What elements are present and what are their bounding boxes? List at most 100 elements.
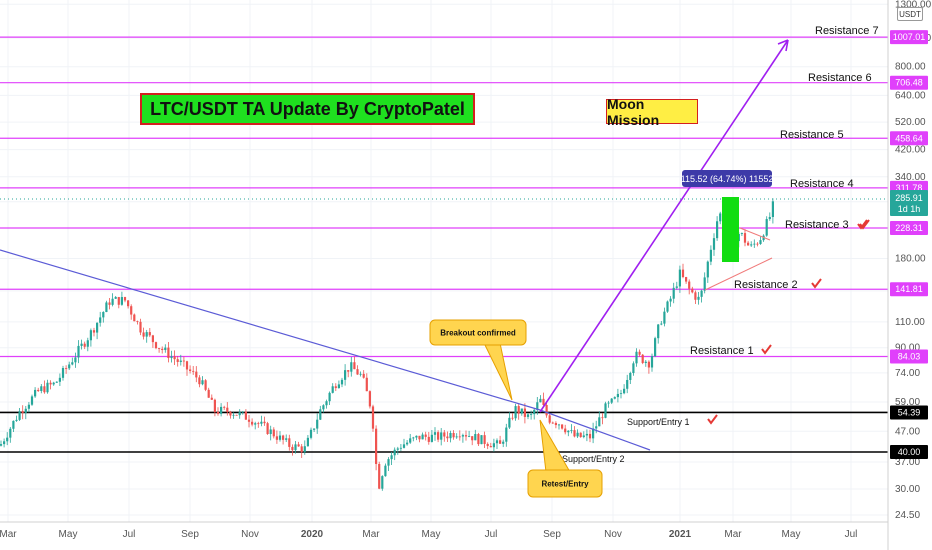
candle-body (43, 386, 46, 393)
candle-body (418, 435, 421, 440)
currency-badge[interactable]: USDT (897, 7, 923, 21)
measure-box (722, 197, 739, 262)
candle-body (551, 422, 554, 424)
price-level-badge (890, 282, 928, 297)
resistance-label: Resistance 2 (734, 279, 798, 291)
candle-body (92, 330, 96, 333)
checkmark-icon (857, 219, 868, 230)
price-levels (0, 36, 888, 453)
candle-body (542, 398, 545, 405)
candle-body (207, 389, 210, 398)
price-axis: 1300.001000.00800.00640.00520.00420.0034… (887, 0, 932, 550)
candle-body (164, 347, 167, 350)
candle-body (743, 233, 747, 243)
candle-body (220, 406, 223, 414)
candle-body (650, 356, 654, 368)
candle-body (427, 436, 430, 442)
candle-body (449, 432, 452, 439)
candle-body (111, 298, 114, 305)
candlestick-series (0, 198, 774, 491)
candle-body (117, 297, 120, 305)
candle-body (331, 386, 334, 393)
candle-body (660, 323, 663, 325)
x-tick-label: Mar (0, 529, 17, 540)
candle-body (523, 408, 526, 417)
candle-body (598, 417, 601, 427)
candle-body (545, 404, 548, 416)
candle-body (672, 287, 675, 299)
triangle-upper (739, 227, 771, 241)
candle-body (337, 384, 340, 389)
candle-body (0, 444, 3, 446)
candle-body (306, 437, 309, 447)
candle-body (495, 440, 499, 444)
candle-body (192, 370, 195, 372)
candle-body (505, 427, 508, 442)
candle-body (520, 408, 523, 414)
candle-body (585, 433, 588, 436)
candle-body (334, 386, 337, 389)
candle-body (430, 434, 433, 442)
timeframe-label: 1d 1h (898, 204, 921, 214)
candle-body (468, 436, 471, 437)
checkmark-icon (707, 414, 718, 425)
candle-body (204, 380, 207, 390)
candle-body (709, 249, 712, 262)
candle-body (706, 261, 709, 278)
candle-body (139, 321, 142, 333)
candle-body (52, 382, 55, 385)
candle-body (517, 406, 520, 414)
candle-body (210, 397, 213, 400)
y-tick-label: 520.00 (895, 117, 926, 128)
time-axis: Mar May Jul Sep Nov 2020 Mar May Jul Sep Nov 2021 Ma… (0, 521, 888, 540)
candle-body (554, 422, 557, 426)
candle-body (316, 419, 319, 429)
current-price-badge (890, 190, 928, 217)
candle-body (49, 382, 52, 385)
x-tick-label: Jul (485, 529, 498, 540)
candle-body (489, 446, 492, 448)
candle-body (368, 391, 371, 407)
checkmark-icon (761, 344, 772, 355)
candle-body (3, 441, 6, 445)
callout-pointer (483, 342, 513, 401)
candle-body (89, 330, 92, 341)
candle-body (15, 419, 18, 421)
price-level-label: 458.64 (895, 133, 923, 143)
candle-body (288, 438, 291, 447)
candle-body (235, 414, 238, 416)
y-tick-label: 47.00 (895, 426, 920, 437)
current-price-label: 285.91 (895, 193, 923, 203)
candle-body (579, 432, 582, 438)
candle-body (471, 436, 474, 441)
candle-body (582, 435, 585, 438)
price-level-label: 706.48 (895, 78, 923, 88)
candle-body (595, 426, 598, 429)
candle-body (548, 415, 551, 423)
candle-body (282, 435, 285, 440)
candle-body (24, 408, 27, 413)
candle-body (55, 381, 58, 383)
candle-body (765, 219, 768, 236)
candle-body (685, 277, 688, 282)
candle-body (362, 373, 365, 378)
candle-body (607, 402, 610, 404)
candle-body (681, 269, 685, 278)
y-tick-label: 74.00 (895, 368, 920, 379)
candle-body (232, 414, 235, 416)
candle-body (167, 347, 170, 359)
candle-body (371, 406, 375, 429)
candle-body (514, 406, 517, 419)
x-tick-label: 2020 (301, 529, 324, 540)
resistance-label: Resistance 5 (780, 129, 844, 141)
grid-lines (0, 0, 888, 522)
candle-body (251, 421, 254, 425)
candle-body (533, 409, 536, 415)
candle-body (278, 435, 282, 440)
candle-body (576, 432, 579, 437)
y-tick-label: 110.00 (895, 317, 925, 328)
candle-body (130, 306, 133, 315)
candle-body (102, 312, 105, 318)
candle-body (502, 441, 505, 444)
candle-body (68, 364, 71, 369)
